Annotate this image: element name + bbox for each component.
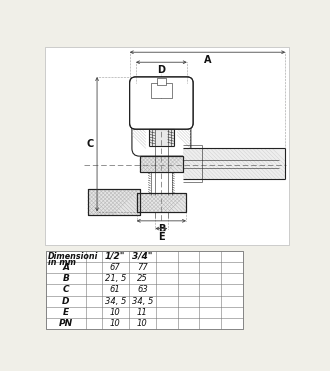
Bar [88, 189, 140, 216]
Text: D: D [157, 65, 165, 75]
Text: Dimensioni: Dimensioni [48, 252, 99, 262]
Text: 34, 5: 34, 5 [105, 297, 126, 306]
Text: C: C [87, 139, 94, 149]
Text: 25: 25 [137, 274, 148, 283]
Text: 21, 5: 21, 5 [105, 274, 126, 283]
Bar [45, 47, 289, 246]
Text: E: E [158, 232, 165, 242]
Text: E: E [63, 308, 69, 317]
Bar [149, 129, 174, 146]
FancyBboxPatch shape [132, 88, 191, 156]
Bar [46, 251, 243, 329]
Text: A: A [63, 263, 70, 272]
Text: 11: 11 [137, 308, 148, 317]
Text: 10: 10 [110, 308, 121, 317]
Bar [150, 83, 172, 98]
Bar [88, 189, 140, 216]
Bar [140, 156, 183, 171]
Text: A: A [204, 55, 211, 65]
Bar [137, 193, 186, 211]
Bar [157, 78, 166, 85]
Text: in mm: in mm [48, 258, 76, 267]
Text: B: B [158, 224, 165, 234]
Text: D: D [62, 297, 70, 306]
Text: 67: 67 [110, 263, 121, 272]
Text: C: C [63, 285, 69, 295]
Text: PN: PN [59, 319, 73, 328]
Text: 34, 5: 34, 5 [132, 297, 153, 306]
Text: 10: 10 [137, 319, 148, 328]
Text: 77: 77 [137, 263, 148, 272]
Text: 63: 63 [137, 285, 148, 295]
Text: 1/2": 1/2" [105, 252, 125, 261]
Bar [183, 148, 285, 179]
FancyBboxPatch shape [130, 77, 193, 129]
Text: B: B [63, 274, 70, 283]
Text: 10: 10 [110, 319, 121, 328]
Text: 61: 61 [110, 285, 121, 295]
Text: 3/4": 3/4" [132, 252, 153, 261]
